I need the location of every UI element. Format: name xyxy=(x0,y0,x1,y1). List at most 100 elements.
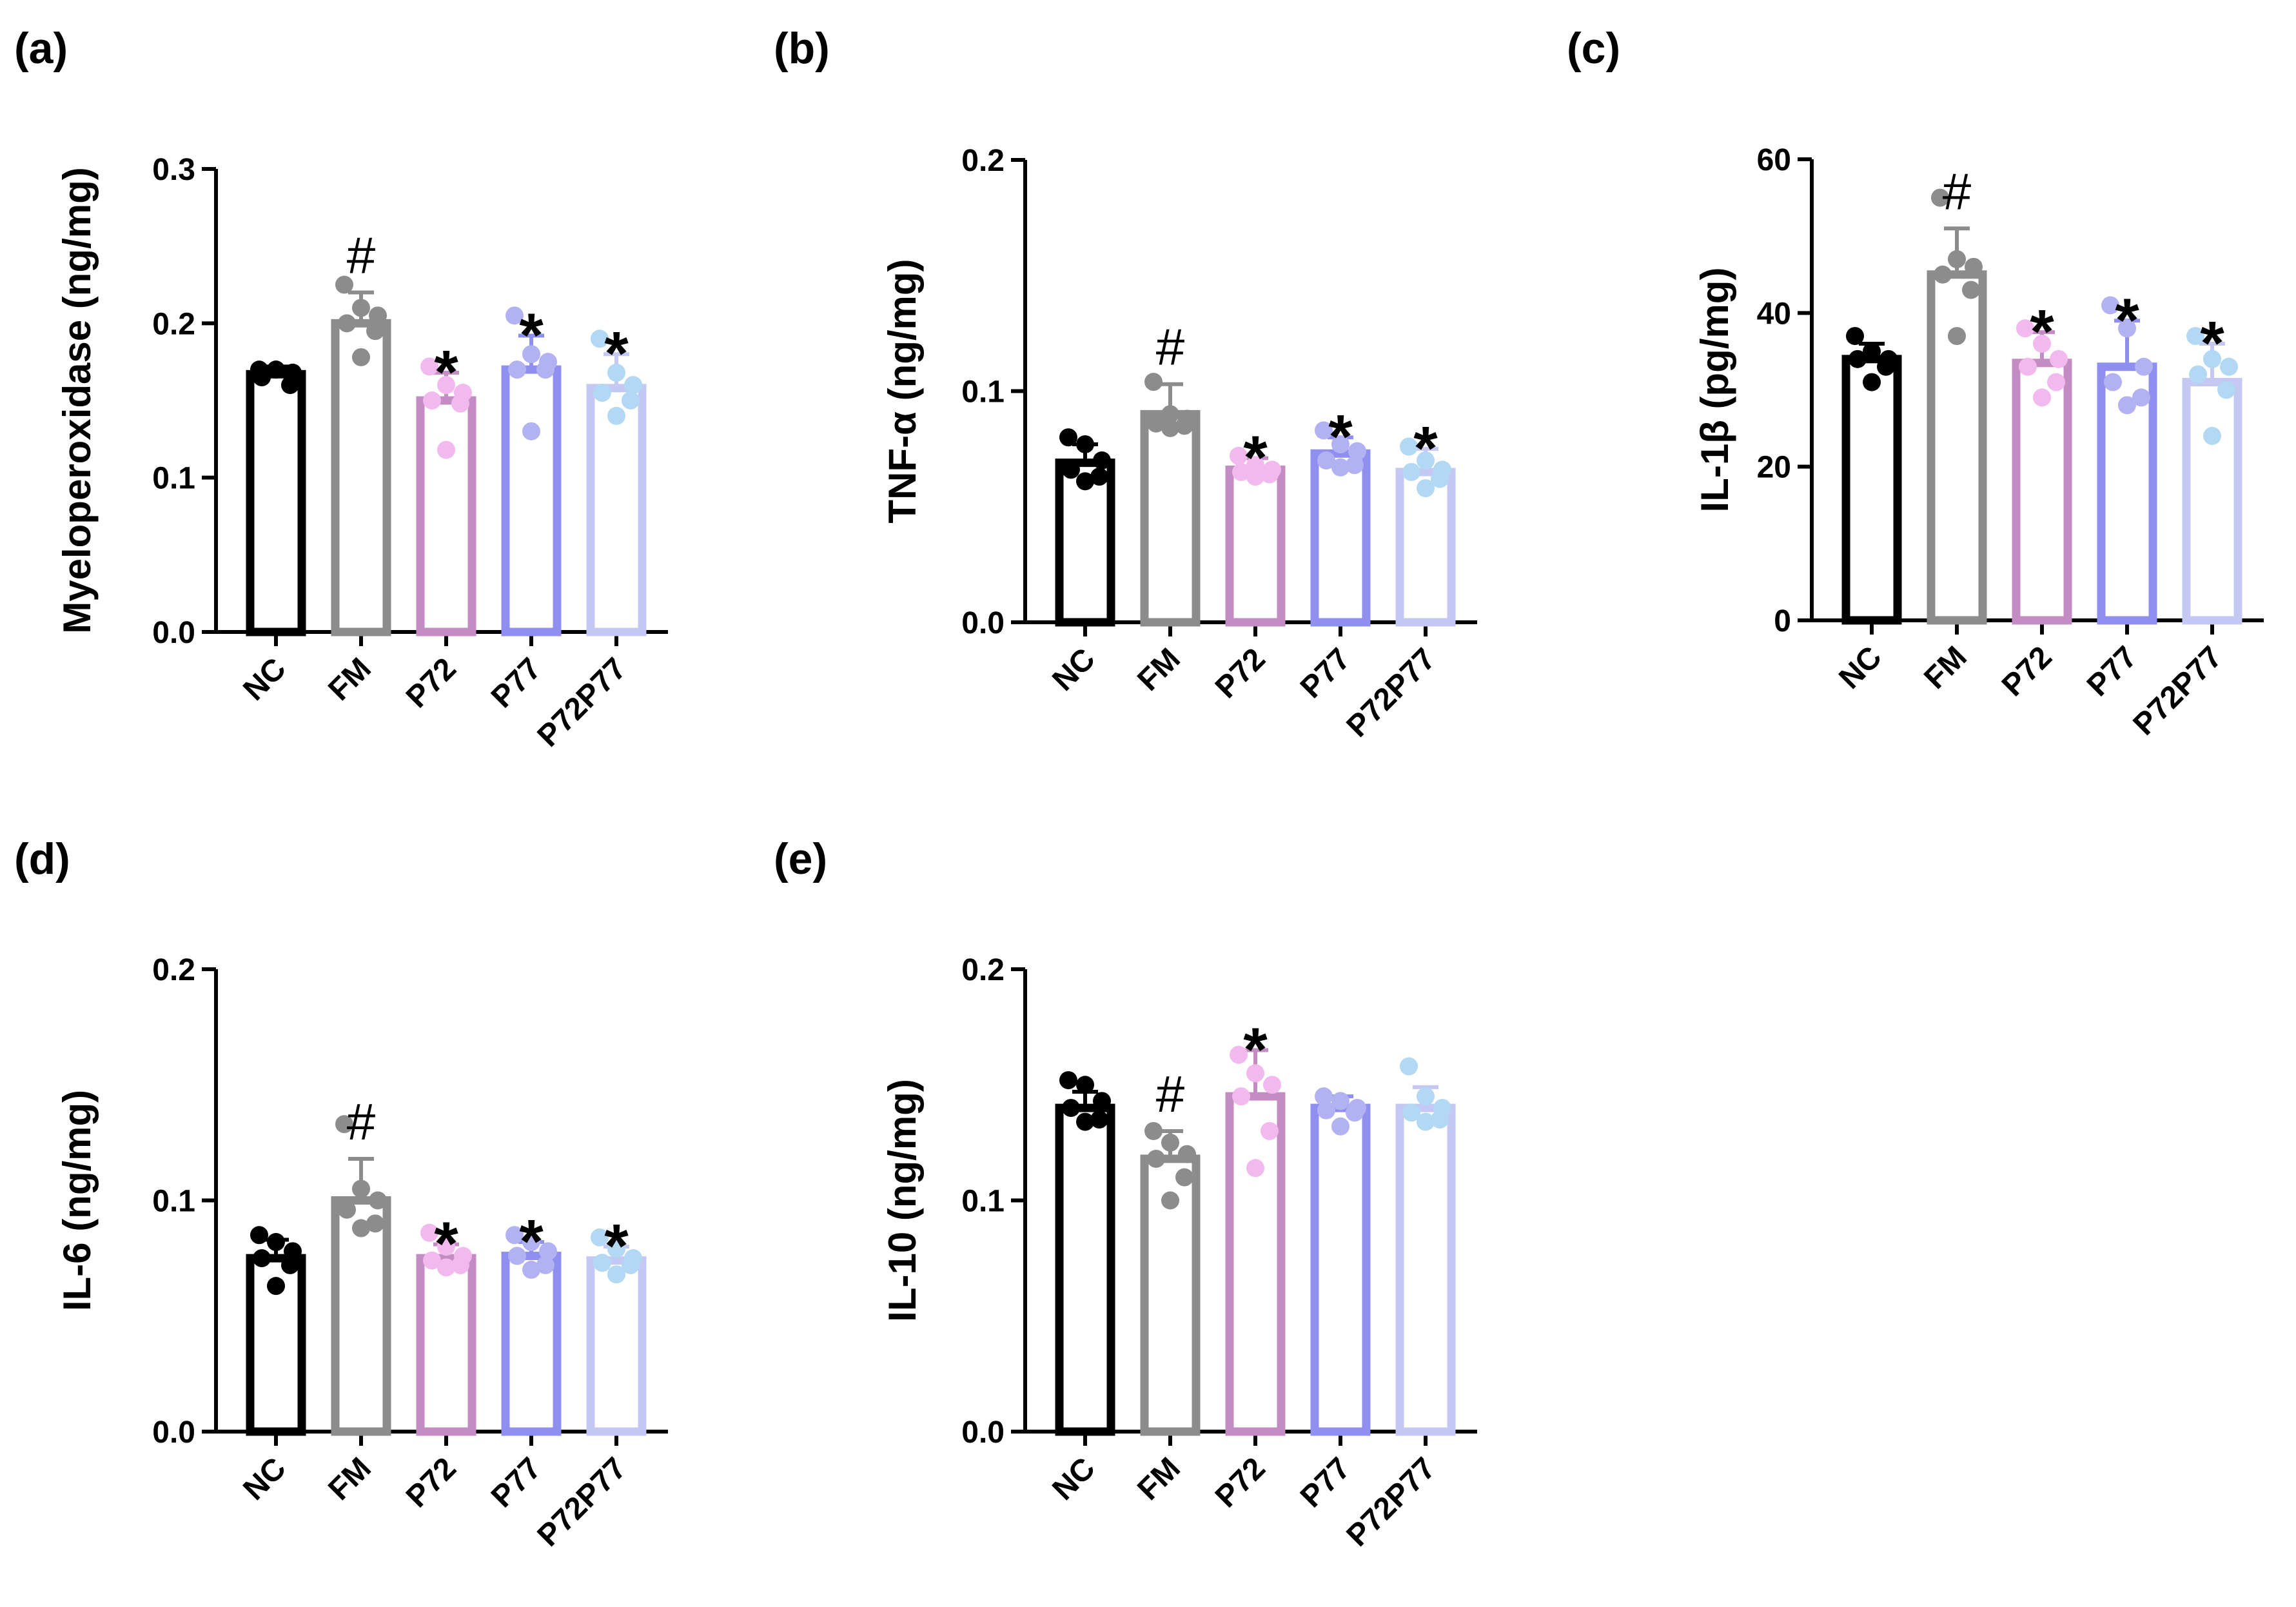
category-label: P72P77 xyxy=(1340,642,1442,744)
data-point xyxy=(1090,1110,1108,1129)
data-point xyxy=(1417,479,1435,498)
data-point xyxy=(522,422,540,440)
data-point xyxy=(420,1223,438,1242)
significance-star: * xyxy=(2115,286,2139,355)
category-label: P77 xyxy=(485,651,548,715)
data-point xyxy=(1147,414,1165,433)
data-point xyxy=(335,275,353,294)
data-point xyxy=(1161,1191,1179,1210)
data-point xyxy=(1849,350,1867,368)
data-point xyxy=(451,1256,469,1274)
data-point xyxy=(2019,357,2037,376)
data-point xyxy=(352,348,370,366)
data-point xyxy=(338,314,356,333)
data-point xyxy=(1877,357,1895,376)
data-point xyxy=(1965,257,1983,276)
y-tick-label: 0.0 xyxy=(152,1415,195,1450)
data-point xyxy=(1348,442,1366,460)
data-point xyxy=(1076,1112,1094,1131)
category-label: FM xyxy=(1918,640,1973,695)
data-point xyxy=(1232,462,1250,481)
y-tick-label: 20 xyxy=(1757,451,1791,485)
bar-p72 xyxy=(1225,1092,1286,1436)
data-point xyxy=(1246,1159,1264,1178)
data-point xyxy=(420,357,438,376)
data-point xyxy=(1331,435,1349,453)
chart-panel: (a) Myeloperoxidase (ng/mg) 0.0 0.1 0.2 0.3 NC… xyxy=(14,24,668,754)
data-point xyxy=(1431,469,1449,488)
bar-fm xyxy=(1927,270,1987,625)
data-point xyxy=(1059,428,1077,447)
data-point xyxy=(284,1242,302,1261)
significance-star: * xyxy=(1243,423,1268,492)
data-point xyxy=(1161,1133,1179,1152)
data-point xyxy=(1246,468,1264,486)
category-label: NC xyxy=(237,1451,292,1506)
significance-star: * xyxy=(604,319,629,388)
data-point xyxy=(437,440,455,459)
y-axis-title: Myeloperoxidase (ng/mg) xyxy=(55,167,99,633)
data-point xyxy=(607,363,625,382)
data-point xyxy=(267,360,285,379)
y-axis-title: IL-10 (ng/mg) xyxy=(881,1079,924,1322)
data-point xyxy=(338,1200,356,1219)
y-tick-label: 0.2 xyxy=(152,307,195,341)
data-point xyxy=(1431,1110,1449,1129)
y-tick-label: 0.2 xyxy=(152,953,195,987)
category-label: FM xyxy=(1131,1451,1186,1506)
data-point xyxy=(1417,1112,1435,1131)
data-point xyxy=(1263,1076,1281,1094)
data-point xyxy=(1062,460,1080,479)
bar-p77 xyxy=(501,365,562,636)
data-point xyxy=(1317,451,1335,470)
data-point xyxy=(1846,327,1864,346)
bar-fm xyxy=(331,319,391,636)
data-point xyxy=(2186,327,2204,346)
data-point xyxy=(622,1256,640,1274)
data-point xyxy=(607,1265,625,1284)
data-point xyxy=(2132,388,2150,407)
significance-star: * xyxy=(2030,297,2054,366)
data-point xyxy=(1346,1103,1364,1122)
y-tick-label: 0.1 xyxy=(961,375,1005,409)
data-point xyxy=(1962,281,1980,299)
data-point xyxy=(335,1115,353,1134)
data-point xyxy=(1246,1064,1264,1083)
data-point xyxy=(2203,427,2221,445)
data-point xyxy=(1232,1087,1250,1106)
category-label: P72 xyxy=(400,1451,463,1514)
data-point xyxy=(2104,373,2122,391)
data-point xyxy=(1261,1121,1279,1140)
data-point xyxy=(2101,296,2119,315)
data-point xyxy=(1934,265,1952,284)
data-point xyxy=(591,1228,609,1247)
category-label: NC xyxy=(1046,1451,1101,1506)
data-point xyxy=(1417,1087,1435,1106)
data-point xyxy=(1315,1087,1333,1106)
data-point xyxy=(366,1214,384,1233)
data-point xyxy=(2189,365,2207,384)
data-point xyxy=(2217,380,2235,399)
significance-star: * xyxy=(1328,402,1353,471)
data-point xyxy=(1331,1092,1349,1110)
data-point xyxy=(281,1256,299,1274)
data-point xyxy=(2118,319,2136,338)
data-point xyxy=(1090,468,1108,486)
y-tick-label: 0.1 xyxy=(152,462,195,496)
data-point xyxy=(1402,1103,1420,1122)
data-point xyxy=(423,1251,441,1270)
data-point xyxy=(536,360,554,379)
panel-letter: (a) xyxy=(14,24,68,73)
category-label: NC xyxy=(1832,640,1888,695)
data-point xyxy=(267,1277,285,1296)
data-point xyxy=(281,376,299,395)
data-point xyxy=(607,406,625,425)
data-point xyxy=(1076,1076,1094,1094)
panel-letter: (e) xyxy=(774,834,827,883)
data-point xyxy=(505,306,524,325)
data-point xyxy=(1317,1101,1335,1119)
data-point xyxy=(1175,1168,1193,1187)
significance-hash: # xyxy=(347,1093,376,1150)
data-point xyxy=(1346,456,1364,475)
data-point xyxy=(2033,388,2051,407)
